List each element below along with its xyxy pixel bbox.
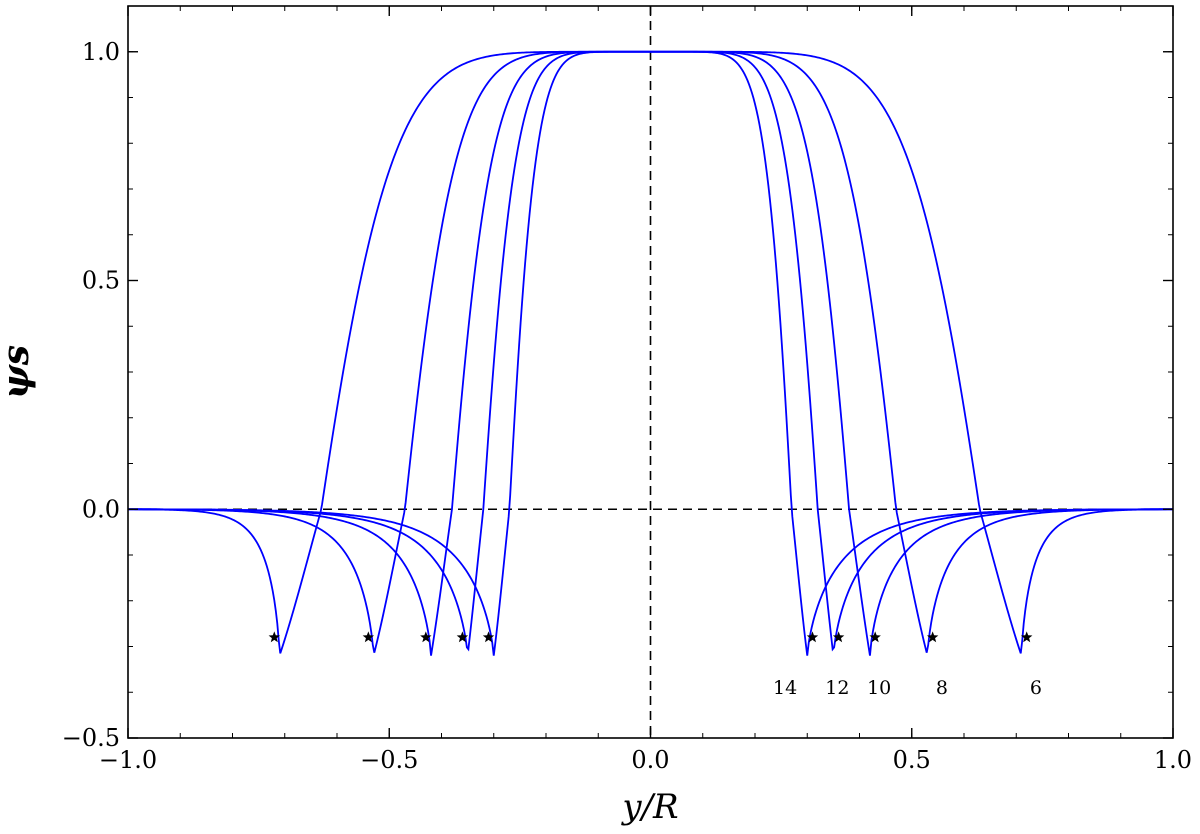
x-axis-label: y/R — [620, 787, 678, 827]
curve-annotation-12: 12 — [825, 677, 849, 699]
tick-labels: −1.0 −0.5 0.0 0.5 1.0−0.50.00.51.0 — [62, 38, 1192, 774]
curve-line-14 — [128, 50, 1173, 656]
curve-annotation-14: 14 — [773, 677, 797, 699]
star-marker-8-right — [926, 631, 939, 643]
star-marker-12-left — [456, 631, 469, 643]
star-marker-10-right — [869, 631, 881, 643]
minimum-markers — [268, 631, 1033, 643]
y-tick-label: 1.0 — [82, 38, 120, 66]
x-tick-label: −0.5 — [360, 746, 418, 774]
star-marker-12-right — [832, 631, 845, 643]
star-marker-10-left — [420, 631, 432, 643]
star-marker-14-left — [482, 631, 495, 643]
x-tick-label: 0.0 — [631, 746, 669, 774]
star-marker-6-left — [268, 631, 281, 643]
plot-frame — [127, 5, 1174, 739]
curve-annotation-8: 8 — [936, 677, 948, 699]
y-axis-label: ψs — [0, 345, 37, 399]
x-tick-label: 1.0 — [1154, 746, 1192, 774]
star-marker-6-right — [1020, 631, 1033, 643]
y-tick-label: 0.5 — [82, 267, 120, 295]
curve-annotation-6: 6 — [1030, 677, 1042, 699]
y-tick-label: −0.5 — [62, 724, 120, 752]
x-tick-label: −1.0 — [99, 746, 157, 774]
y-tick-label: 0.0 — [82, 495, 120, 523]
star-marker-14-right — [806, 631, 819, 643]
curve-annotation-10: 10 — [867, 677, 891, 699]
curve-series — [127, 50, 1174, 656]
star-marker-8-left — [362, 631, 375, 643]
curve-annotations: 14 12 10 8 6 — [773, 677, 1042, 699]
reference-lines — [128, 6, 1173, 738]
x-tick-label: 0.5 — [893, 746, 931, 774]
